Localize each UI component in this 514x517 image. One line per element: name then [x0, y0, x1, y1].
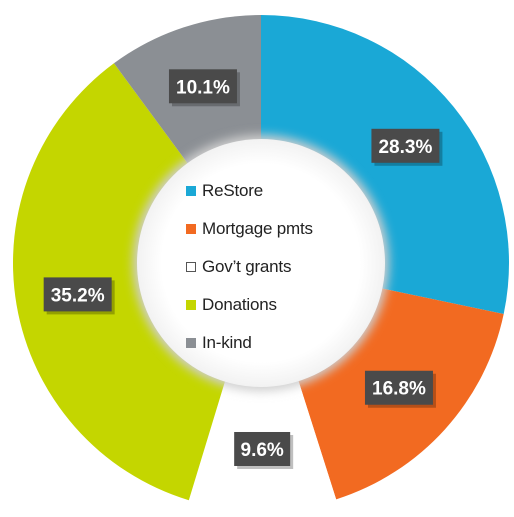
value-label-mortgage-pmts: 16.8% [364, 370, 436, 408]
value-label-text-gov-t-grants: 9.6% [241, 440, 284, 461]
legend-swatch-govt-grants [186, 262, 196, 272]
legend-item-mortgage-pmts: Mortgage pmts [186, 210, 386, 248]
legend-item-donations: Donations [186, 286, 386, 324]
center-hole [133, 135, 389, 391]
legend-item-govt-grants: Gov’t grants [186, 248, 386, 286]
value-label-in-kind: 10.1% [168, 69, 240, 107]
value-label-restore: 28.3% [371, 128, 443, 166]
value-label-text-in-kind: 10.1% [176, 77, 230, 98]
value-labels-layer: 28.3% 16.8% 9.6% 35.2% 10.1% [43, 69, 443, 469]
value-label-text-donations: 35.2% [51, 285, 105, 306]
legend-label-mortgage-pmts: Mortgage pmts [202, 219, 313, 238]
legend-label-in-kind: In-kind [202, 333, 252, 352]
legend-swatch-mortgage-pmts [186, 224, 196, 234]
legend-swatch-donations [186, 300, 196, 310]
legend-item-in-kind: In-kind [186, 324, 386, 362]
legend-item-restore: ReStore [186, 172, 386, 210]
value-label-gov-t-grants: 9.6% [234, 431, 294, 469]
legend-label-donations: Donations [202, 295, 277, 314]
legend-swatch-in-kind [186, 338, 196, 348]
value-label-text-restore: 28.3% [378, 137, 432, 158]
value-label-donations: 35.2% [43, 277, 115, 315]
legend-label-govt-grants: Gov’t grants [202, 257, 292, 276]
legend-label-restore: ReStore [202, 181, 263, 200]
legend: ReStore Mortgage pmts Gov’t grants Donat… [186, 172, 386, 362]
value-label-text-mortgage-pmts: 16.8% [372, 379, 426, 400]
legend-swatch-restore [186, 186, 196, 196]
